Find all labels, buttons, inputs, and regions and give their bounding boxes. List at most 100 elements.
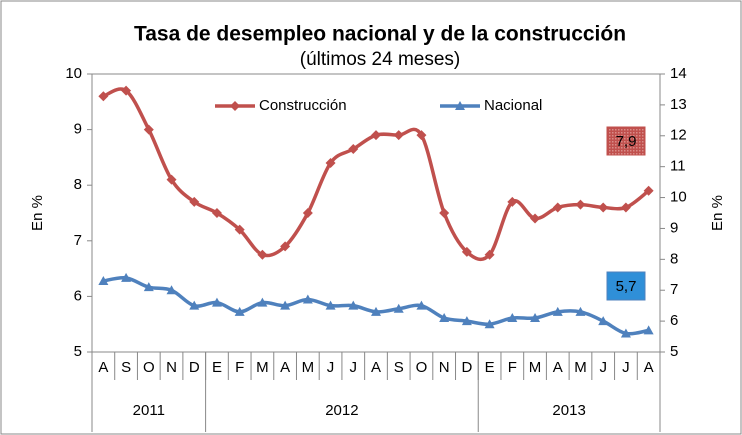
y2-tick-label: 12 bbox=[670, 127, 687, 144]
year-label: 2013 bbox=[552, 402, 585, 419]
y-tick-label: 7 bbox=[74, 232, 82, 249]
x-tick-label: F bbox=[508, 359, 517, 376]
point bbox=[325, 157, 336, 168]
x-tick-label: E bbox=[212, 359, 222, 376]
point bbox=[461, 246, 472, 257]
point bbox=[371, 130, 381, 141]
y2-tick-label: 14 bbox=[670, 65, 687, 82]
point bbox=[257, 249, 268, 260]
point bbox=[121, 272, 132, 282]
point bbox=[211, 208, 222, 218]
annotation-box bbox=[606, 126, 646, 156]
point bbox=[189, 300, 200, 310]
point bbox=[280, 241, 291, 252]
point bbox=[455, 101, 465, 110]
point bbox=[280, 300, 291, 310]
y2-tick-label: 9 bbox=[670, 219, 678, 236]
annotation-box bbox=[606, 271, 646, 301]
x-tick-label: A bbox=[280, 359, 290, 376]
x-tick-label: A bbox=[98, 359, 108, 376]
point bbox=[189, 196, 200, 207]
point bbox=[552, 202, 563, 213]
x-tick-label: S bbox=[121, 359, 131, 376]
y2-tick-label: 6 bbox=[670, 312, 678, 329]
point bbox=[439, 208, 450, 218]
x-tick-label: N bbox=[166, 359, 177, 376]
point bbox=[598, 316, 609, 326]
point bbox=[98, 91, 109, 102]
point bbox=[371, 306, 381, 316]
x-tick-label: D bbox=[461, 359, 472, 376]
x-tick-label: M bbox=[574, 359, 587, 376]
point bbox=[230, 101, 240, 111]
point bbox=[121, 85, 132, 96]
point bbox=[575, 199, 586, 210]
point bbox=[325, 300, 336, 310]
x-tick-label: N bbox=[439, 359, 450, 376]
point bbox=[166, 285, 177, 295]
point bbox=[416, 130, 427, 141]
point bbox=[348, 144, 359, 155]
point bbox=[416, 300, 427, 310]
point bbox=[643, 185, 654, 196]
y-tick-label: 9 bbox=[74, 121, 82, 138]
x-tick-label: M bbox=[529, 359, 542, 376]
point bbox=[530, 213, 541, 224]
y-axis-label: En % bbox=[29, 195, 46, 231]
x-tick-label: F bbox=[235, 359, 244, 376]
y-tick-label: 5 bbox=[74, 343, 82, 360]
point bbox=[393, 303, 404, 313]
y-tick-label: 6 bbox=[74, 287, 82, 304]
plot-area bbox=[91, 73, 661, 353]
x-tick-label: O bbox=[143, 359, 155, 376]
year-label: 2012 bbox=[325, 402, 358, 419]
annotation-label: 7,9 bbox=[616, 133, 637, 150]
x-tick-label: D bbox=[189, 359, 200, 376]
point bbox=[575, 306, 586, 316]
point bbox=[461, 316, 472, 326]
x-tick-label: J bbox=[622, 359, 630, 376]
point bbox=[530, 313, 541, 323]
point bbox=[143, 124, 154, 135]
point bbox=[552, 306, 563, 316]
x-tick-label: E bbox=[485, 359, 495, 376]
x-tick-label: J bbox=[599, 359, 607, 376]
y2-tick-label: 7 bbox=[670, 281, 678, 298]
chart-subtitle: (últimos 24 meses) bbox=[300, 49, 461, 70]
x-tick-label: J bbox=[327, 359, 335, 376]
point bbox=[439, 313, 450, 323]
y2-axis-label: En % bbox=[709, 195, 726, 231]
y-tick-label: 10 bbox=[65, 65, 82, 82]
y2-tick-label: 5 bbox=[670, 343, 678, 360]
point bbox=[507, 196, 518, 207]
y2-tick-label: 13 bbox=[670, 96, 687, 113]
annotation-label: 5,7 bbox=[616, 278, 637, 295]
point bbox=[484, 319, 495, 329]
point bbox=[234, 224, 245, 235]
x-tick-label: M bbox=[302, 359, 315, 376]
x-tick-label: A bbox=[371, 359, 381, 376]
year-label: 2011 bbox=[133, 402, 165, 419]
x-tick-label: S bbox=[394, 359, 404, 376]
point bbox=[643, 325, 654, 335]
x-tick-label: O bbox=[416, 359, 428, 376]
point bbox=[507, 313, 518, 323]
point bbox=[211, 297, 222, 307]
point bbox=[302, 208, 313, 218]
point bbox=[143, 282, 154, 292]
point bbox=[393, 130, 404, 141]
x-tick-label: A bbox=[553, 359, 563, 376]
x-tick-label: J bbox=[350, 359, 358, 376]
x-tick-label: M bbox=[256, 359, 269, 376]
y2-tick-label: 11 bbox=[670, 158, 686, 175]
legend-label: Nacional bbox=[484, 97, 542, 114]
legend-label: Construcción bbox=[259, 97, 347, 114]
y-tick-label: 8 bbox=[74, 176, 82, 193]
point bbox=[620, 328, 631, 338]
point bbox=[98, 275, 109, 285]
point bbox=[620, 202, 631, 213]
point bbox=[166, 174, 177, 185]
chart-title: Tasa de desempleo nacional y de la const… bbox=[134, 23, 626, 46]
